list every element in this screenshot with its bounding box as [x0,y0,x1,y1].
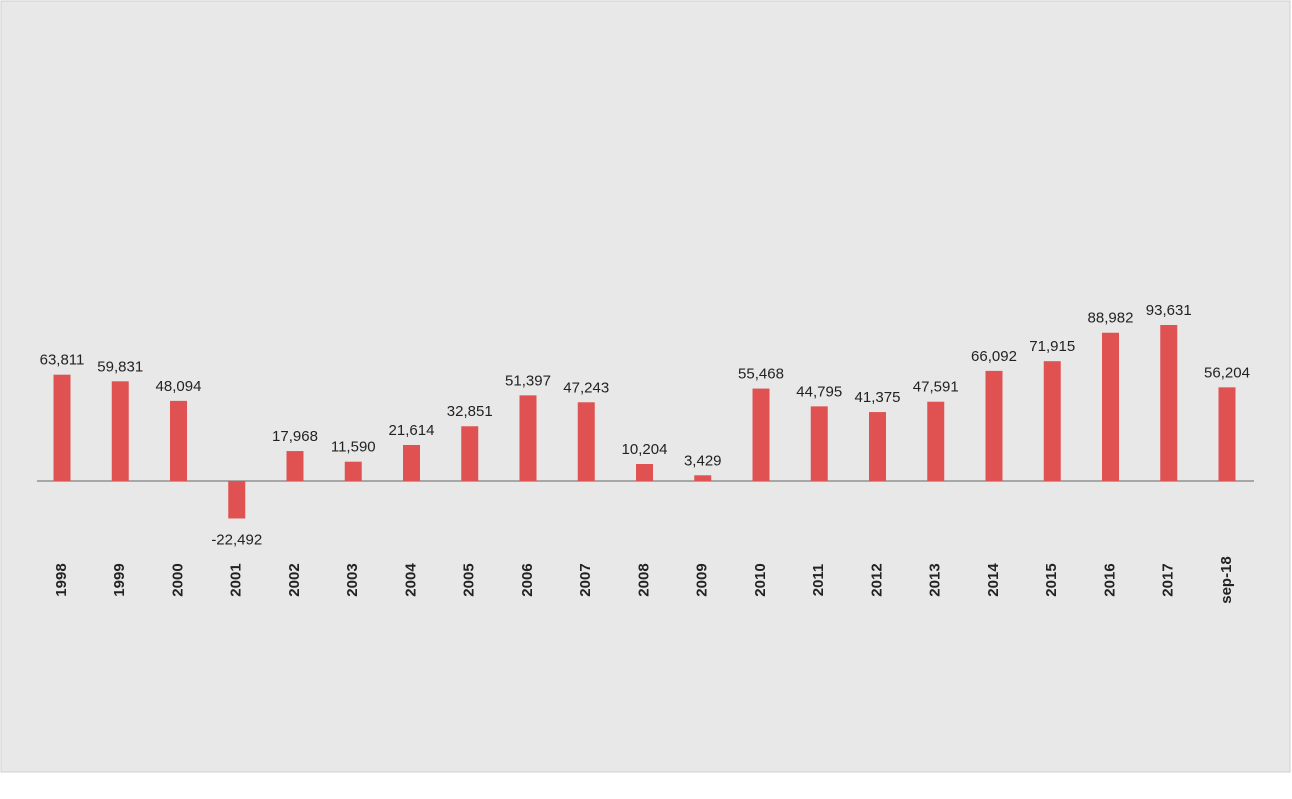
bar [1160,325,1178,481]
data-label: 55,468 [738,366,784,383]
chart-background [0,0,1291,773]
data-label: 47,591 [913,379,959,396]
x-tick-label: 2007 [577,563,594,596]
bar [694,475,712,481]
data-label: 88,982 [1088,310,1134,327]
data-label: 63,811 [40,352,85,369]
x-tick-label: 2012 [868,563,885,596]
data-label: 47,243 [563,379,609,396]
bar [577,402,595,481]
x-tick-label: 2011 [810,564,827,597]
data-label: 44,795 [796,383,842,400]
bar [286,451,304,481]
data-label: 51,397 [505,372,551,389]
bar [810,406,828,481]
bar [985,370,1003,481]
bar [636,463,653,481]
bar [927,401,945,481]
x-tick-label: 2005 [461,563,478,596]
data-label: 3,429 [684,452,722,469]
bar [461,426,479,481]
x-tick-label: 2004 [402,563,419,597]
data-label: 56,204 [1204,364,1250,381]
bar [344,461,362,481]
x-tick-label: 2006 [519,563,536,596]
data-label: 48,094 [156,378,202,395]
x-tick-label: 2001 [228,563,245,596]
data-label: -22,492 [211,531,262,548]
data-label: 11,590 [331,439,376,456]
x-tick-label: 2009 [694,563,711,596]
data-label: 93,631 [1146,302,1192,319]
x-tick-label: 1998 [53,563,70,596]
x-tick-label: 2010 [752,563,769,596]
bar [403,444,420,481]
bar [53,374,71,481]
bar [1218,387,1236,481]
bar [752,388,770,481]
x-tick-label: 2014 [985,563,1002,597]
data-label: 17,968 [272,428,318,445]
bar [1102,332,1119,481]
data-label: 32,851 [447,403,493,420]
x-tick-label: 1999 [111,563,128,596]
bar [869,412,886,481]
x-tick-label: 2002 [286,563,303,596]
x-tick-label: 2016 [1101,563,1118,596]
data-label: 59,831 [97,358,143,375]
x-tick-label: 2015 [1043,563,1060,596]
x-tick-label: 2003 [344,563,361,596]
bar [519,395,537,481]
bar [170,400,187,481]
data-label: 66,092 [971,348,1017,365]
bar [111,381,129,481]
data-label: 41,375 [855,389,901,406]
bar [228,481,246,519]
x-tick-label: 2017 [1160,563,1177,596]
x-tick-label: 2000 [169,563,186,596]
x-tick-label: 2013 [927,563,944,596]
x-tick-label: sep-18 [1218,556,1235,604]
data-label: 10,204 [622,441,668,458]
bar [1043,361,1061,481]
data-label: 21,614 [389,422,435,439]
data-label: 71,915 [1029,338,1075,355]
x-tick-label: 2008 [635,563,652,596]
